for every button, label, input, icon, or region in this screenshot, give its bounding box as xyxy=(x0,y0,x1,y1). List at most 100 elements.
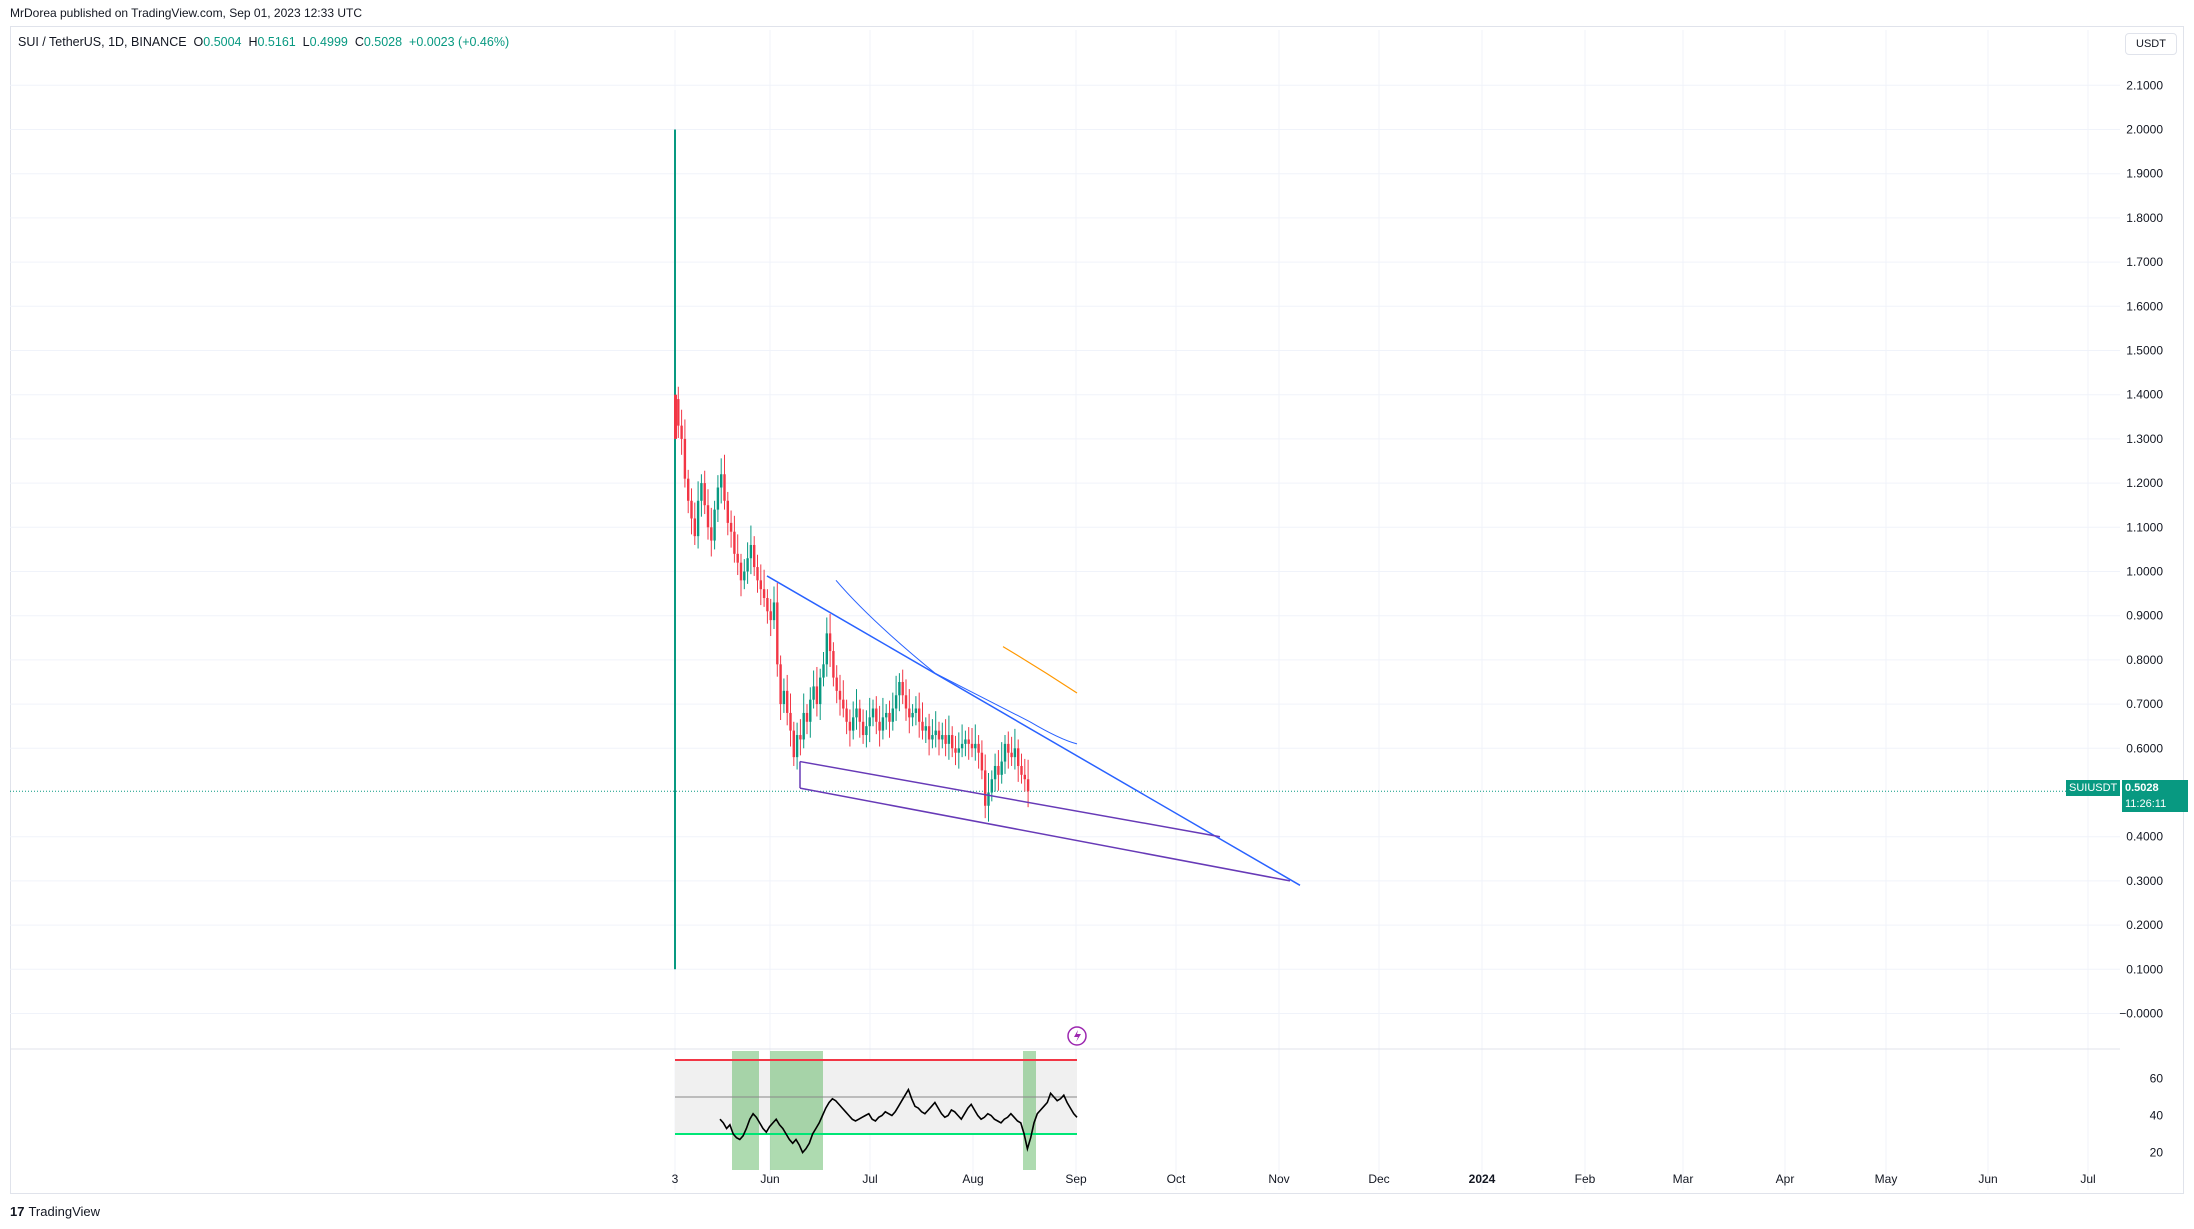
candle-body xyxy=(987,792,990,806)
candle-body xyxy=(772,602,776,621)
candle-body xyxy=(782,690,786,705)
candle-body xyxy=(838,690,842,700)
price-tick-label: 0.8000 xyxy=(2126,653,2163,667)
rsi-line xyxy=(719,1087,1078,1154)
time-tick-label: Sep xyxy=(1065,1172,1087,1186)
candle-body xyxy=(934,730,937,736)
price-tick-label: 2.0000 xyxy=(2126,123,2163,137)
price-grid xyxy=(10,30,2120,1190)
candle-body xyxy=(766,598,769,612)
candle-body xyxy=(746,558,749,572)
candle-body xyxy=(848,721,852,731)
candle-body xyxy=(819,677,822,705)
candle-body xyxy=(881,717,885,731)
candle-body xyxy=(1003,743,1007,762)
tradingview-brand[interactable]: 17 TradingView xyxy=(10,1204,100,1219)
high-value: 0.5161 xyxy=(257,35,296,49)
candle-body xyxy=(927,726,931,740)
candle-body xyxy=(977,743,980,753)
time-tick-label: Jun xyxy=(1978,1172,1997,1186)
low-value: 0.4999 xyxy=(309,35,348,49)
candle-body xyxy=(914,708,918,713)
trendlines xyxy=(766,575,1301,1046)
time-tick-label: Apr xyxy=(1776,1172,1795,1186)
time-tick-label: Aug xyxy=(962,1172,983,1186)
candle-body xyxy=(1020,765,1023,775)
candle-body xyxy=(984,770,987,806)
candle-body xyxy=(700,483,703,501)
candle-body xyxy=(723,474,726,501)
time-tick-label: Nov xyxy=(1268,1172,1289,1186)
candle-body xyxy=(964,739,967,744)
candle-body xyxy=(947,735,951,744)
candle-body xyxy=(875,708,878,722)
candle-body xyxy=(1000,761,1003,775)
publisher-info: MrDorea published on TradingView.com, Se… xyxy=(10,6,362,20)
candle-body xyxy=(710,527,713,541)
candle-body xyxy=(756,567,759,581)
candle-body xyxy=(1013,748,1017,758)
high-label: H xyxy=(248,35,258,49)
candle-body xyxy=(815,686,819,705)
candle-body xyxy=(703,483,706,506)
candle-body xyxy=(1023,774,1026,780)
price-tick-label: 0.4000 xyxy=(2126,830,2163,844)
candle-body xyxy=(931,735,934,740)
time-tick-label: 3 xyxy=(672,1172,679,1186)
rsi-tick-label: 40 xyxy=(2150,1109,2164,1123)
price-tick-label: 1.6000 xyxy=(2126,299,2163,313)
open-label: O xyxy=(193,35,204,49)
price-tick-label: 0.3000 xyxy=(2126,874,2163,888)
price-tick-label: 1.5000 xyxy=(2126,344,2163,358)
price-axis[interactable]: 2.1000 2.0000 1.9000 1.8000 1.7000 1.6000 1.50… xyxy=(2119,78,2163,1159)
candle-body xyxy=(706,505,710,528)
candle-body xyxy=(795,735,799,758)
currency-button[interactable]: USDT xyxy=(2125,33,2177,55)
candle-body xyxy=(993,765,997,780)
price-tick-label: 1.8000 xyxy=(2126,211,2163,225)
time-tick-label: Dec xyxy=(1368,1172,1389,1186)
low-label: L xyxy=(302,35,310,49)
candle-body xyxy=(908,708,911,718)
lightning-icon xyxy=(1074,1030,1081,1042)
candle-body xyxy=(878,721,881,731)
open-value: 0.5004 xyxy=(203,35,242,49)
time-tick-label: Jul xyxy=(862,1172,877,1186)
rsi-highlight-zone xyxy=(732,1051,759,1170)
candle-body xyxy=(911,712,914,718)
symbol-title[interactable]: SUI / TetherUS, 1D, BINANCE xyxy=(18,35,187,49)
candle-body xyxy=(762,589,766,599)
brand-name: TradingView xyxy=(28,1204,101,1219)
candle-body xyxy=(799,735,802,740)
time-axis[interactable]: 3 Jun Jul Aug Sep Oct Nov Dec 2024 Feb Mar Apr May Ju… xyxy=(672,1172,2096,1186)
time-tick-label: Jun xyxy=(760,1172,779,1186)
candle-body xyxy=(974,743,977,749)
candle-body xyxy=(885,712,888,718)
candle-body xyxy=(904,695,908,709)
candle-body xyxy=(944,735,947,744)
candle-body xyxy=(726,500,729,523)
candle-body xyxy=(802,712,805,740)
candle-body xyxy=(960,743,964,749)
candle-body xyxy=(825,633,828,665)
candle-body xyxy=(680,425,683,439)
candle-body xyxy=(693,518,696,537)
candle-body xyxy=(835,677,838,691)
candle-body xyxy=(891,708,894,722)
tradingview-logo-icon: 17 xyxy=(10,1204,25,1219)
price-tick-label: 0.9000 xyxy=(2126,609,2163,623)
bar-countdown: 11:26:11 xyxy=(2122,796,2188,812)
price-tick-label: −0.0000 xyxy=(2119,1007,2163,1021)
moving-average-blue xyxy=(835,580,1078,745)
candle-body xyxy=(980,752,984,771)
candle-body xyxy=(894,695,898,709)
candle-body xyxy=(713,509,716,541)
candle-body xyxy=(997,765,1000,775)
price-tick-label: 1.7000 xyxy=(2126,255,2163,269)
candle-body xyxy=(683,438,687,479)
candle-body xyxy=(937,730,941,740)
candle-body xyxy=(954,748,957,753)
candle-body xyxy=(951,735,954,749)
candle-body xyxy=(888,712,891,722)
